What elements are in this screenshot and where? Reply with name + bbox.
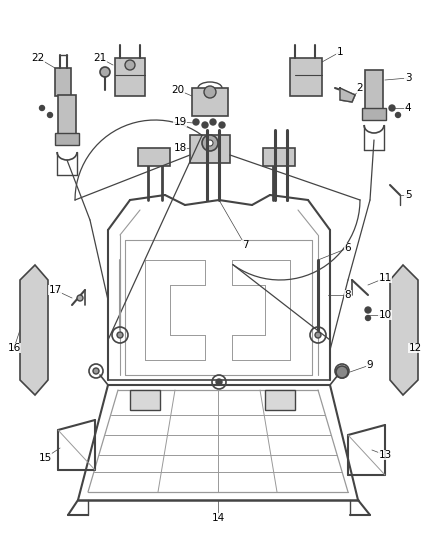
Text: 16: 16 xyxy=(7,343,21,353)
Circle shape xyxy=(339,368,345,374)
Circle shape xyxy=(216,379,222,385)
Circle shape xyxy=(396,112,400,117)
Bar xyxy=(362,108,386,120)
Bar xyxy=(55,68,71,96)
Text: 11: 11 xyxy=(378,273,392,283)
Circle shape xyxy=(336,366,348,378)
Bar xyxy=(263,148,295,166)
Text: 1: 1 xyxy=(337,47,343,57)
Text: 14: 14 xyxy=(212,513,225,523)
Text: 2: 2 xyxy=(357,83,363,93)
Circle shape xyxy=(125,60,135,70)
Text: 10: 10 xyxy=(378,310,392,320)
Circle shape xyxy=(315,332,321,338)
Bar xyxy=(55,133,79,145)
Text: 3: 3 xyxy=(405,73,411,83)
Text: 4: 4 xyxy=(405,103,411,113)
Bar xyxy=(365,70,383,110)
Polygon shape xyxy=(390,265,418,395)
Circle shape xyxy=(117,332,123,338)
Circle shape xyxy=(39,106,45,110)
Text: 9: 9 xyxy=(367,360,373,370)
Bar xyxy=(58,95,76,135)
Bar xyxy=(265,390,295,410)
Circle shape xyxy=(202,135,218,151)
Circle shape xyxy=(207,140,213,146)
Text: 20: 20 xyxy=(171,85,184,95)
Circle shape xyxy=(93,368,99,374)
Text: 19: 19 xyxy=(173,117,187,127)
Text: 5: 5 xyxy=(405,190,411,200)
Bar xyxy=(290,58,322,96)
Text: 22: 22 xyxy=(32,53,45,63)
Circle shape xyxy=(210,119,216,125)
Bar xyxy=(130,390,160,410)
Bar xyxy=(192,88,228,116)
Text: 17: 17 xyxy=(48,285,62,295)
Polygon shape xyxy=(20,265,48,395)
Circle shape xyxy=(202,122,208,128)
Text: 6: 6 xyxy=(345,243,351,253)
Text: 7: 7 xyxy=(242,240,248,250)
Circle shape xyxy=(193,119,199,125)
Text: 21: 21 xyxy=(93,53,106,63)
Bar xyxy=(115,58,145,96)
Circle shape xyxy=(100,67,110,77)
Bar xyxy=(190,135,230,163)
Circle shape xyxy=(365,307,371,313)
Text: 13: 13 xyxy=(378,450,392,460)
Text: 18: 18 xyxy=(173,143,187,153)
Circle shape xyxy=(77,295,83,301)
Polygon shape xyxy=(340,88,355,102)
Text: 15: 15 xyxy=(39,453,52,463)
Circle shape xyxy=(365,316,371,320)
Circle shape xyxy=(47,112,53,117)
Bar xyxy=(138,148,170,166)
Circle shape xyxy=(204,86,216,98)
Circle shape xyxy=(389,105,395,111)
Text: 8: 8 xyxy=(345,290,351,300)
Circle shape xyxy=(219,122,225,128)
Text: 12: 12 xyxy=(408,343,422,353)
